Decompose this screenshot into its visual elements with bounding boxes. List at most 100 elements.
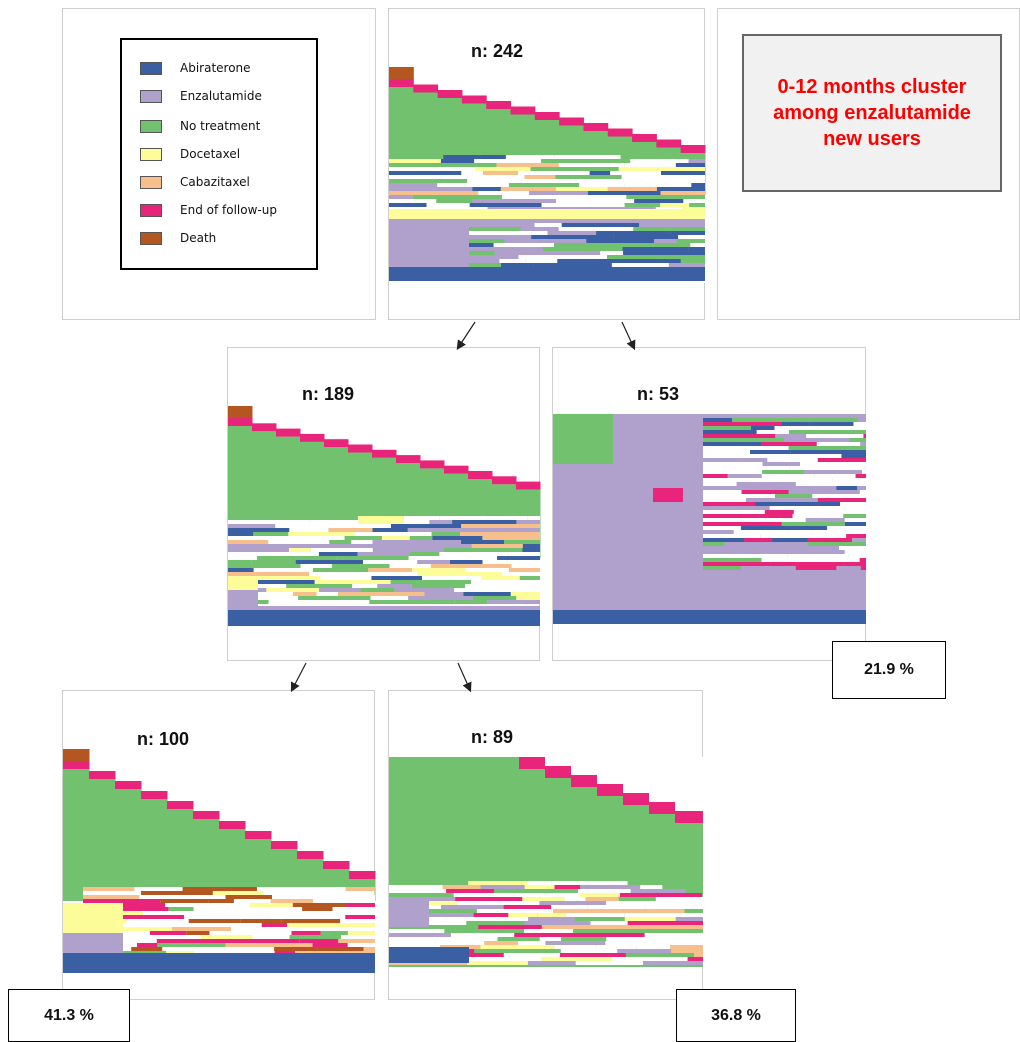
sequence-segment [528, 917, 575, 921]
sequence-segment [626, 195, 705, 199]
sequence-segment [531, 588, 540, 592]
sequence-segment [703, 498, 746, 502]
sequence-segment [208, 899, 234, 903]
sequence-segment [389, 175, 442, 179]
sequence-segment [655, 897, 703, 901]
legend-label: Death [180, 231, 217, 245]
sequence-segment [389, 179, 468, 183]
sequence-segment [328, 528, 373, 532]
sequence-segment [787, 558, 860, 562]
sequence-segment [630, 889, 686, 893]
sequence-segment [290, 552, 319, 556]
sequence-segment [514, 893, 580, 897]
sequence-segment [454, 588, 532, 592]
sequence-segment [411, 584, 466, 588]
legend-item-end-of-follow-up: End of follow-up [140, 202, 277, 218]
sequence-segment [228, 540, 269, 544]
sequence-segment [449, 560, 483, 564]
sequence-segment [344, 536, 382, 540]
sequence-segment [863, 434, 866, 438]
sequence-segment [855, 474, 866, 478]
sequence-segment [83, 927, 172, 931]
sequence-segment [554, 243, 596, 247]
sequence-segment [561, 937, 607, 941]
sequence-segment [503, 905, 552, 909]
sequence-segment [501, 195, 570, 199]
sequence-segment [319, 588, 361, 592]
sequence-segment [193, 907, 264, 911]
sequence-segment [228, 552, 291, 556]
end-of-follow-up-segment [583, 123, 609, 131]
sequence-segment [558, 227, 634, 231]
sequence-segment [624, 163, 676, 167]
sequence-segment [827, 526, 866, 530]
sequence-segment [703, 486, 749, 490]
sequence-segment [389, 191, 479, 195]
sequence-segment [590, 921, 628, 925]
end-of-follow-up-segment [167, 801, 194, 809]
sequence-segment [703, 430, 757, 434]
sequence-segment [484, 941, 519, 945]
sequence-segment [606, 901, 655, 905]
sequence-segment [579, 183, 625, 187]
sequence-segment [172, 923, 262, 927]
sequence-segment [369, 600, 455, 604]
sequence-segment [313, 899, 375, 903]
sequence-segment [335, 927, 375, 931]
sequence-segment [469, 231, 548, 235]
sequence-plot-right [553, 414, 866, 624]
sequence-segment [309, 572, 357, 576]
sequence-segment [307, 544, 388, 548]
sequence-segment [690, 243, 705, 247]
legend-label: Abiraterone [180, 61, 251, 75]
sequence-segment [522, 897, 565, 901]
sequence-segment [756, 430, 790, 434]
sequence-segment [471, 580, 531, 584]
sequence-segment [789, 466, 865, 470]
sequence-segment [505, 155, 555, 159]
legend-label: No treatment [180, 119, 261, 133]
legend-item-docetaxel: Docetaxel [140, 146, 240, 162]
sequence-segment [530, 167, 583, 171]
sequence-segment [864, 466, 866, 470]
end-of-follow-up-segment [219, 821, 246, 829]
sequence-segment [228, 568, 254, 572]
sequence-segment [446, 917, 529, 921]
sequence-segment [703, 446, 747, 450]
sequence-segment [554, 945, 596, 949]
arrow-root-to-left [456, 321, 476, 351]
sequence-segment [504, 239, 587, 243]
sequence-segment [660, 191, 705, 195]
sequence-segment [497, 937, 540, 941]
death-segment [228, 406, 253, 418]
sequence-segment [157, 943, 226, 947]
sequence-segment [857, 418, 866, 422]
sequence-segment [469, 263, 502, 267]
sequence-segment [817, 426, 866, 430]
sequence-segment [746, 446, 789, 450]
sequence-segment [228, 564, 301, 568]
sequence-segment [472, 187, 501, 191]
sequence-segment [389, 901, 429, 927]
sequence-segment [469, 223, 535, 227]
sequence-segment [703, 502, 756, 506]
sequence-segment [338, 939, 375, 943]
sequence-segment [389, 937, 420, 941]
docetaxel-swatch [140, 147, 162, 161]
sequence-segment [371, 911, 375, 915]
sequence-segment [412, 921, 467, 925]
sequence-segment [389, 913, 474, 917]
sequence-segment [482, 536, 540, 540]
sequence-segment [310, 516, 358, 520]
sequence-segment [636, 929, 703, 933]
sequence-segment [534, 223, 562, 227]
sequence-segment [693, 953, 703, 957]
sequence-segment [352, 584, 378, 588]
end-of-follow-up-segment [461, 95, 487, 104]
sequence-plot-left-left [63, 749, 376, 973]
sequence-segment [846, 534, 866, 538]
sequence-segment [372, 528, 408, 532]
sequence-segment [527, 516, 540, 520]
sequence-segment [649, 757, 677, 802]
sequence-segment [618, 167, 658, 171]
